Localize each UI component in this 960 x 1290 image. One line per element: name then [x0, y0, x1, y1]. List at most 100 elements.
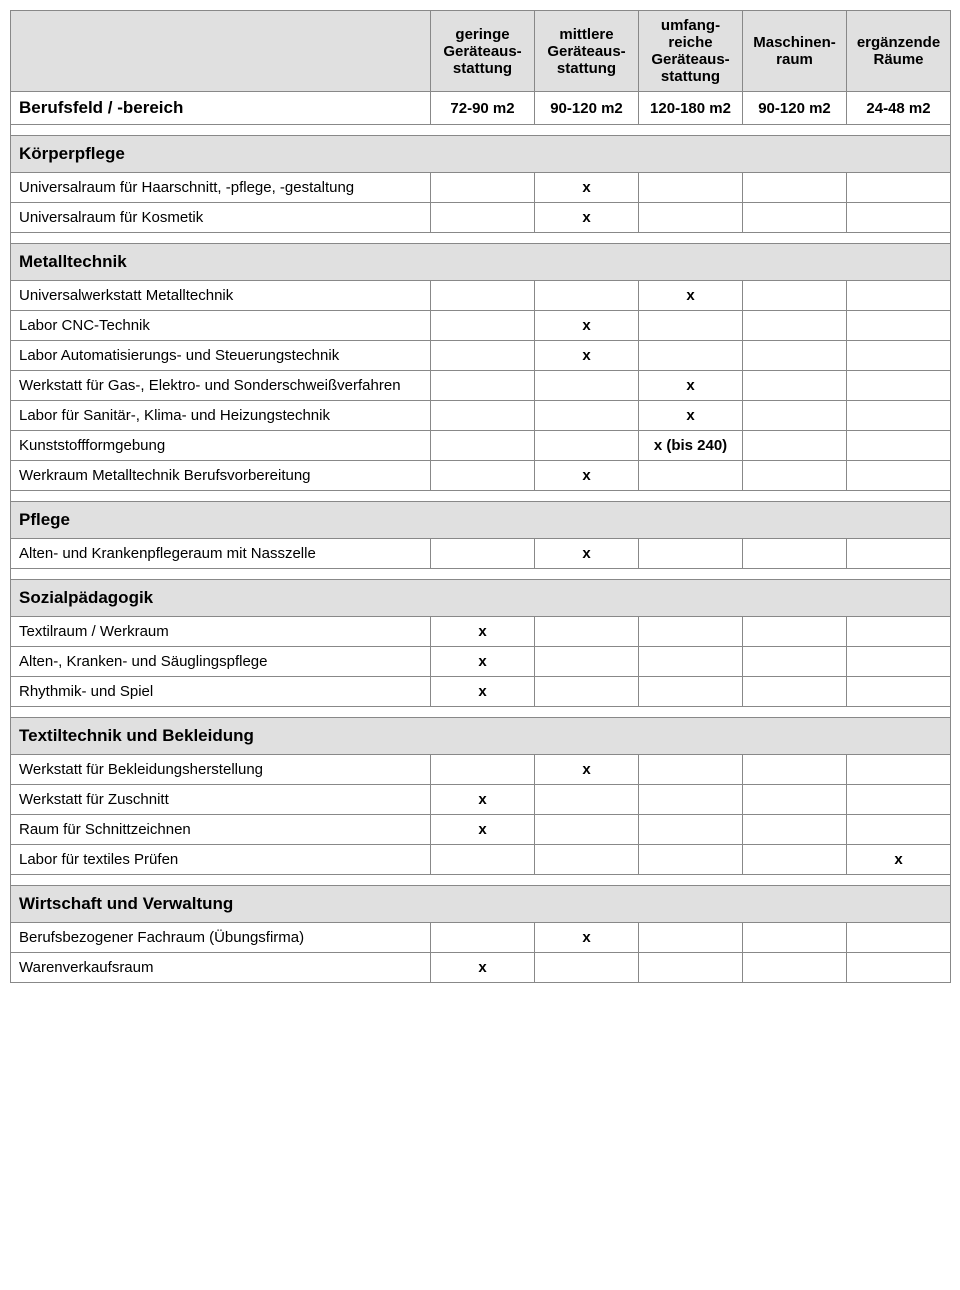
col-range-3: 90-120 m2: [743, 92, 847, 125]
row-label: Universalwerkstatt Metalltechnik: [11, 281, 431, 311]
table-body: KörperpflegeUniversalraum für Haarschnit…: [11, 125, 951, 983]
mark-cell: [743, 845, 847, 875]
table-row: Raum für Schnittzeichnenx: [11, 815, 951, 845]
row-label: Alten- und Krankenpflegeraum mit Nasszel…: [11, 539, 431, 569]
mark-cell: [639, 923, 743, 953]
row-label: Alten-, Kranken- und Säuglingspflege: [11, 647, 431, 677]
section-header: Wirtschaft und Verwaltung: [11, 886, 951, 923]
mark-cell: [847, 785, 951, 815]
section-title: Sozialpädagogik: [11, 580, 951, 617]
mark-cell: [743, 815, 847, 845]
mark-cell: [847, 815, 951, 845]
mark-cell: x: [431, 815, 535, 845]
col-header-3: Maschinen-raum: [743, 11, 847, 92]
mark-cell: [639, 647, 743, 677]
mark-cell: x: [535, 341, 639, 371]
col-range-4: 24-48 m2: [847, 92, 951, 125]
mark-cell: [743, 617, 847, 647]
mark-cell: [431, 539, 535, 569]
mark-cell: [743, 953, 847, 983]
col-range-2: 120-180 m2: [639, 92, 743, 125]
mark-cell: [847, 755, 951, 785]
mark-cell: [847, 647, 951, 677]
row-label: Werkstatt für Bekleidungsherstellung: [11, 755, 431, 785]
mark-cell: [847, 617, 951, 647]
row-label: Werkraum Metalltechnik Berufsvorbereitun…: [11, 461, 431, 491]
mark-cell: [639, 953, 743, 983]
mark-cell: [639, 539, 743, 569]
table-row: Werkraum Metalltechnik Berufsvorbereitun…: [11, 461, 951, 491]
mark-cell: [431, 923, 535, 953]
mark-cell: [847, 431, 951, 461]
row-header-label: Berufsfeld / -bereich: [11, 92, 431, 125]
spacer-row: [11, 569, 951, 580]
mark-cell: [639, 845, 743, 875]
section-title: Metalltechnik: [11, 244, 951, 281]
col-header-2: umfang-reicheGeräteaus-stattung: [639, 11, 743, 92]
table-header-row-2: Berufsfeld / -bereich 72-90 m2 90-120 m2…: [11, 92, 951, 125]
row-label: Rhythmik- und Spiel: [11, 677, 431, 707]
mark-cell: [847, 341, 951, 371]
mark-cell: [431, 341, 535, 371]
table-row: Werkstatt für Gas-, Elektro- und Sonders…: [11, 371, 951, 401]
spacer-row: [11, 491, 951, 502]
row-label: Werkstatt für Zuschnitt: [11, 785, 431, 815]
row-label: Kunststoffformgebung: [11, 431, 431, 461]
mark-cell: [847, 923, 951, 953]
mark-cell: [743, 923, 847, 953]
mark-cell: [847, 677, 951, 707]
mark-cell: [639, 815, 743, 845]
mark-cell: x (bis 240): [639, 431, 743, 461]
table-header-row-1: geringeGeräteaus-stattung mittlereGeräte…: [11, 11, 951, 92]
mark-cell: [431, 845, 535, 875]
mark-cell: x: [639, 281, 743, 311]
mark-cell: [431, 311, 535, 341]
mark-cell: [431, 431, 535, 461]
mark-cell: x: [847, 845, 951, 875]
mark-cell: x: [431, 647, 535, 677]
mark-cell: [743, 677, 847, 707]
mark-cell: [847, 281, 951, 311]
mark-cell: [743, 371, 847, 401]
table-row: Universalraum für Haarschnitt, -pflege, …: [11, 173, 951, 203]
table-row: Werkstatt für Bekleidungsherstellungx: [11, 755, 951, 785]
table-row: Labor für textiles Prüfenx: [11, 845, 951, 875]
mark-cell: [639, 617, 743, 647]
table-row: Warenverkaufsraumx: [11, 953, 951, 983]
mark-cell: [847, 203, 951, 233]
mark-cell: [743, 431, 847, 461]
col-range-1: 90-120 m2: [535, 92, 639, 125]
mark-cell: [743, 401, 847, 431]
table-row: Werkstatt für Zuschnittx: [11, 785, 951, 815]
mark-cell: [535, 281, 639, 311]
mark-cell: [431, 203, 535, 233]
mark-cell: x: [535, 923, 639, 953]
table-row: Textilraum / Werkraumx: [11, 617, 951, 647]
mark-cell: [743, 341, 847, 371]
section-title: Körperpflege: [11, 136, 951, 173]
spacer-row: [11, 125, 951, 136]
spacer-row: [11, 707, 951, 718]
equipment-table: geringeGeräteaus-stattung mittlereGeräte…: [10, 10, 951, 983]
spacer-row: [11, 233, 951, 244]
table-row: Kunststoffformgebung x (bis 240): [11, 431, 951, 461]
row-label: Warenverkaufsraum: [11, 953, 431, 983]
col-header-0: geringeGeräteaus-stattung: [431, 11, 535, 92]
mark-cell: x: [639, 401, 743, 431]
mark-cell: [743, 539, 847, 569]
table-row: Labor CNC-Technikx: [11, 311, 951, 341]
col-header-4: ergänzendeRäume: [847, 11, 951, 92]
mark-cell: [431, 173, 535, 203]
mark-cell: [847, 173, 951, 203]
table-row: Universalraum für Kosmetikx: [11, 203, 951, 233]
mark-cell: [639, 341, 743, 371]
row-label: Labor Automatisierungs- und Steuerungste…: [11, 341, 431, 371]
mark-cell: [431, 401, 535, 431]
mark-cell: [535, 785, 639, 815]
mark-cell: [639, 677, 743, 707]
section-title: Pflege: [11, 502, 951, 539]
mark-cell: [535, 677, 639, 707]
mark-cell: [743, 203, 847, 233]
mark-cell: [639, 785, 743, 815]
row-label: Raum für Schnittzeichnen: [11, 815, 431, 845]
